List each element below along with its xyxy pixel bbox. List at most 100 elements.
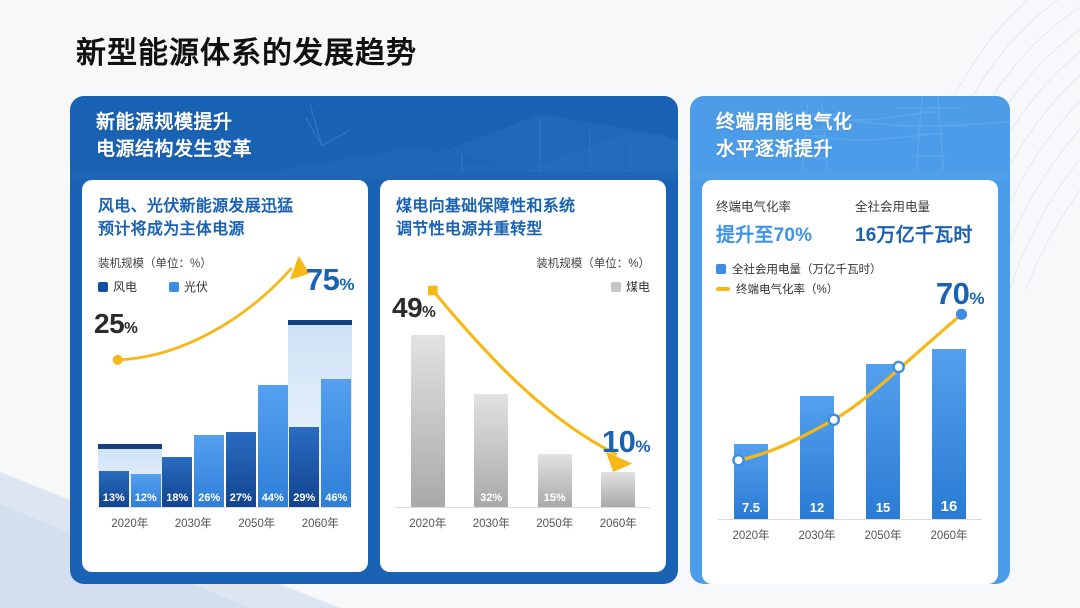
stats-row: 终端电气化率 提升至70% 全社会用电量 16万亿千瓦时	[716, 196, 984, 247]
x-tick-2060: 2060年	[301, 518, 339, 530]
x-tick-2060: 2060年	[930, 530, 968, 542]
bar-value-label: 15	[875, 500, 891, 515]
stat-label: 终端电气化率	[716, 200, 792, 214]
stat-total-consumption: 全社会用电量 16万亿千瓦时	[855, 196, 984, 247]
bar-group-2060	[587, 266, 651, 507]
bar-group-2020: 13% 12%	[97, 266, 162, 507]
x-tick-2060: 2060年	[599, 518, 637, 530]
bar-solar-2050: 44%	[257, 385, 288, 507]
bar-wind-2050: 27%	[225, 432, 256, 507]
bar-group-2030: 18% 26%	[162, 266, 226, 507]
callout-rate-2060: 70%	[935, 276, 985, 311]
x-tick-2020: 2020年	[732, 530, 770, 542]
legend-line-icon	[716, 287, 730, 291]
bar-wind-2060: 29%	[289, 427, 320, 507]
solar-panel-photo-icon	[70, 96, 678, 180]
chart-bars: 7.5 12 15 16	[718, 292, 982, 519]
callout-2060-total: 75%	[305, 262, 355, 297]
card-coal-power-unit: 装机规模（单位：%）	[536, 258, 650, 271]
card-wind-solar-title: 风电、光伏新能源发展迅猛 预计将成为主体电源	[98, 198, 294, 238]
bar-solar-2060: 46%	[321, 379, 352, 507]
bar-coal-2060	[601, 472, 636, 507]
bar-consumption-2060: 16	[932, 349, 966, 519]
bar-coal-2020	[410, 335, 445, 507]
bar-solar-2030: 26%	[194, 435, 225, 507]
x-tick-2030: 2030年	[472, 518, 510, 530]
bar-value-label: 7.5	[741, 500, 761, 515]
x-axis-labels: 2020年 2030年 2050年 2060年	[396, 515, 650, 531]
x-axis-line	[98, 507, 352, 508]
bar-group-2050: 15%	[523, 266, 587, 507]
bar-wind-2030: 18%	[162, 457, 193, 507]
bar-value-label: 27%	[229, 492, 252, 504]
x-tick-2030: 2030年	[798, 530, 836, 542]
legend-label-rate: 终端电气化率（%）	[736, 284, 839, 296]
stat-electrification-rate: 终端电气化率 提升至70%	[716, 196, 845, 247]
bar-value-label: 12%	[134, 492, 157, 504]
bar-value-label: 44%	[261, 492, 284, 504]
legend-item-rate: 终端电气化率（%）	[716, 281, 984, 297]
bar-value-label: 18%	[166, 492, 189, 504]
bar-consumption-2020: 7.5	[734, 444, 768, 519]
bar-value-label: 15%	[543, 492, 566, 504]
bar-group-2020: 7.5	[718, 292, 784, 519]
panel-electrification: 终端用能电气化 水平逐渐提升 终端电气化率 提升至70% 全社会用电量 16万亿…	[690, 96, 1010, 584]
x-axis-line	[396, 507, 650, 508]
legend-item-consumption: 全社会用电量（万亿千瓦时）	[716, 261, 984, 277]
chart-electrification: 7.5 12 15 16	[702, 292, 998, 550]
bar-group-2030: 12	[784, 292, 850, 519]
x-tick-2050: 2050年	[864, 530, 902, 542]
callout-coal-2020: 49%	[392, 292, 436, 323]
x-axis-labels: 2020年 2030年 2050年 2060年	[718, 527, 982, 543]
bar-group-2030: 32%	[460, 266, 524, 507]
bar-coal-2050: 15%	[537, 454, 572, 507]
callout-coal-2060: 10%	[601, 424, 651, 459]
x-tick-2050: 2050年	[536, 518, 574, 530]
chart-bars: 13% 12% 18% 26%	[97, 266, 353, 507]
panel-new-energy-scale: 新能源规模提升 电源结构发生变革 风电、光伏新能源发展迅猛 预计将成为主体电源 …	[70, 96, 678, 584]
stat-value: 16万亿千瓦时	[855, 225, 973, 246]
legend-label-coal: 煤电	[625, 280, 650, 295]
x-tick-2020: 2020年	[111, 518, 149, 530]
panel-right-title: 终端用能电气化 水平逐渐提升	[716, 112, 853, 160]
page-title: 新型能源体系的发展趋势	[76, 37, 417, 70]
bar-group-2050: 27% 44%	[225, 266, 289, 507]
card-coal-power: 煤电向基础保障性和系统 调节性电源并重转型 装机规模（单位：%） 煤电 49% …	[380, 180, 666, 572]
x-tick-2020: 2020年	[409, 518, 447, 530]
bar-solar-2020: 12%	[130, 474, 161, 507]
bar-value-label: 12	[809, 500, 825, 515]
legend-label-consumption: 全社会用电量（万亿千瓦时）	[732, 264, 882, 276]
card-electrification-legend: 全社会用电量（万亿千瓦时） 终端电气化率（%）	[716, 261, 984, 297]
legend-swatch-icon	[716, 264, 726, 274]
card-coal-power-legend: 煤电	[396, 278, 650, 295]
panel-left-title: 新能源规模提升 电源结构发生变革	[96, 112, 253, 160]
bar-value-label: 13%	[102, 492, 125, 504]
legend-swatch-icon	[610, 281, 621, 292]
bar-group-2050: 15	[850, 292, 916, 519]
x-tick-2050: 2050年	[238, 518, 276, 530]
line-point-label-2030: 35%	[818, 380, 840, 392]
bar-group-2060: 16	[916, 292, 982, 519]
card-wind-solar: 风电、光伏新能源发展迅猛 预计将成为主体电源 装机规模（单位：%） 风电 光伏 …	[82, 180, 368, 572]
line-point-label-2050: 50%	[882, 328, 904, 340]
line-point-label-2020: 27%	[724, 420, 746, 432]
bar-consumption-2050: 15	[866, 364, 900, 519]
x-axis-labels: 2020年 2030年 2050年 2060年	[98, 515, 352, 531]
panel-right-header: 终端用能电气化 水平逐渐提升	[690, 96, 1010, 180]
bar-group-2060: 29% 46%	[288, 266, 353, 507]
bar-value-label: 32%	[480, 492, 503, 504]
panel-left-header: 新能源规模提升 电源结构发生变革	[70, 96, 678, 180]
legend-item-coal: 煤电	[610, 278, 650, 295]
legend-swatch-icon	[98, 281, 108, 292]
x-axis-line	[718, 519, 982, 520]
bar-wind-2020: 13%	[98, 471, 129, 507]
bar-coal-2030: 32%	[474, 394, 509, 507]
chart-wind-solar: 13% 12% 18% 26%	[82, 266, 368, 538]
x-tick-2030: 2030年	[174, 518, 212, 530]
stat-value: 提升至70%	[716, 225, 813, 246]
bar-value-label: 46%	[325, 492, 348, 504]
stat-label: 全社会用电量	[855, 200, 931, 214]
bar-value-label: 29%	[293, 492, 316, 504]
callout-2020-total: 25%	[94, 308, 138, 339]
card-electrification: 终端电气化率 提升至70% 全社会用电量 16万亿千瓦时 全社会用电量（万亿千瓦…	[702, 180, 998, 584]
